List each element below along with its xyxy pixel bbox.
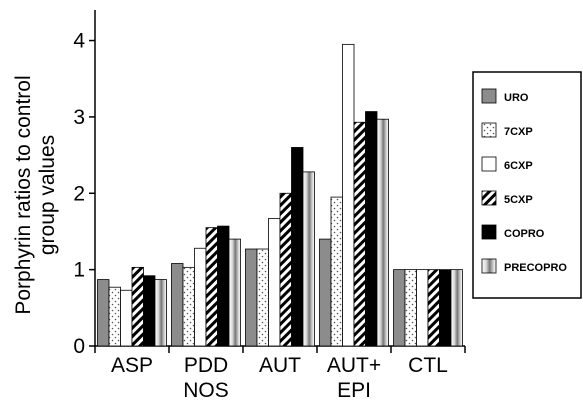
bar-5cxp-2 xyxy=(205,227,218,347)
x-tick-label: EPI xyxy=(337,379,371,402)
x-tick-label: NOS xyxy=(183,379,229,402)
bar-copro-1 xyxy=(143,275,156,347)
bar-uro-2 xyxy=(171,263,184,347)
bar-precopro-3 xyxy=(302,171,315,347)
x-tick-label: PDD xyxy=(184,354,228,377)
y-tick-label: 1 xyxy=(73,259,85,282)
legend-label-6cxp: 6CXP xyxy=(504,160,533,172)
bar-5cxp-3 xyxy=(279,192,292,347)
bar-5cxp-5 xyxy=(427,269,440,347)
bar-precopro-5 xyxy=(450,269,463,347)
y-axis-label-line2: group values xyxy=(36,135,59,255)
bar-uro-4 xyxy=(319,238,332,347)
x-tick-label: CTL xyxy=(408,354,448,377)
bar-copro-3 xyxy=(291,147,304,347)
legend-label-5cxp: 5CXP xyxy=(504,194,533,206)
y-tick-label: 2 xyxy=(73,182,85,205)
bar-5cxp-4 xyxy=(353,121,366,347)
bar-6cxp-1 xyxy=(120,289,133,347)
bar-6cxp-3 xyxy=(268,218,281,347)
y-axis-label-line1: Porphyrin ratios to control xyxy=(12,75,35,314)
legend: URO 7CXP 6CXP 5CXP COPRO PRECOPRO xyxy=(472,71,582,299)
x-tick-label: AUT+ xyxy=(327,354,381,377)
bar-7cxp-3 xyxy=(256,248,269,347)
legend-label-uro: URO xyxy=(504,92,529,104)
bar-precopro-1 xyxy=(154,279,167,347)
bar-copro-4 xyxy=(365,111,378,347)
bar-copro-5 xyxy=(439,269,452,347)
legend-swatch-copro xyxy=(481,224,497,240)
legend-swatch-7cxp xyxy=(481,122,497,138)
legend-swatch-5cxp xyxy=(481,190,497,206)
bar-6cxp-4 xyxy=(342,43,355,347)
bar-5cxp-1 xyxy=(131,266,144,347)
bar-6cxp-2 xyxy=(194,247,207,347)
bar-precopro-4 xyxy=(376,118,389,347)
bar-7cxp-1 xyxy=(108,286,121,347)
bar-uro-5 xyxy=(393,269,406,347)
bar-7cxp-4 xyxy=(330,196,343,347)
bar-6cxp-5 xyxy=(416,269,429,347)
x-tick-label: ASP xyxy=(111,354,153,377)
legend-swatch-6cxp xyxy=(481,156,497,172)
bar-uro-1 xyxy=(97,279,110,347)
bar-7cxp-2 xyxy=(182,266,195,347)
bar-uro-3 xyxy=(245,248,258,347)
y-tick-label: 4 xyxy=(73,30,85,53)
legend-label-copro: COPRO xyxy=(504,228,545,240)
y-tick-label: 3 xyxy=(73,106,85,129)
bar-precopro-2 xyxy=(228,238,241,347)
legend-label-precopro: PRECOPRO xyxy=(504,262,567,274)
bar-copro-2 xyxy=(217,225,230,347)
x-tick-label: AUT xyxy=(259,354,301,377)
legend-label-7cxp: 7CXP xyxy=(504,126,533,138)
legend-swatch-uro xyxy=(481,88,497,104)
y-tick-label: 0 xyxy=(73,335,85,358)
bar-7cxp-5 xyxy=(404,269,417,347)
legend-swatch-precopro xyxy=(481,258,497,274)
